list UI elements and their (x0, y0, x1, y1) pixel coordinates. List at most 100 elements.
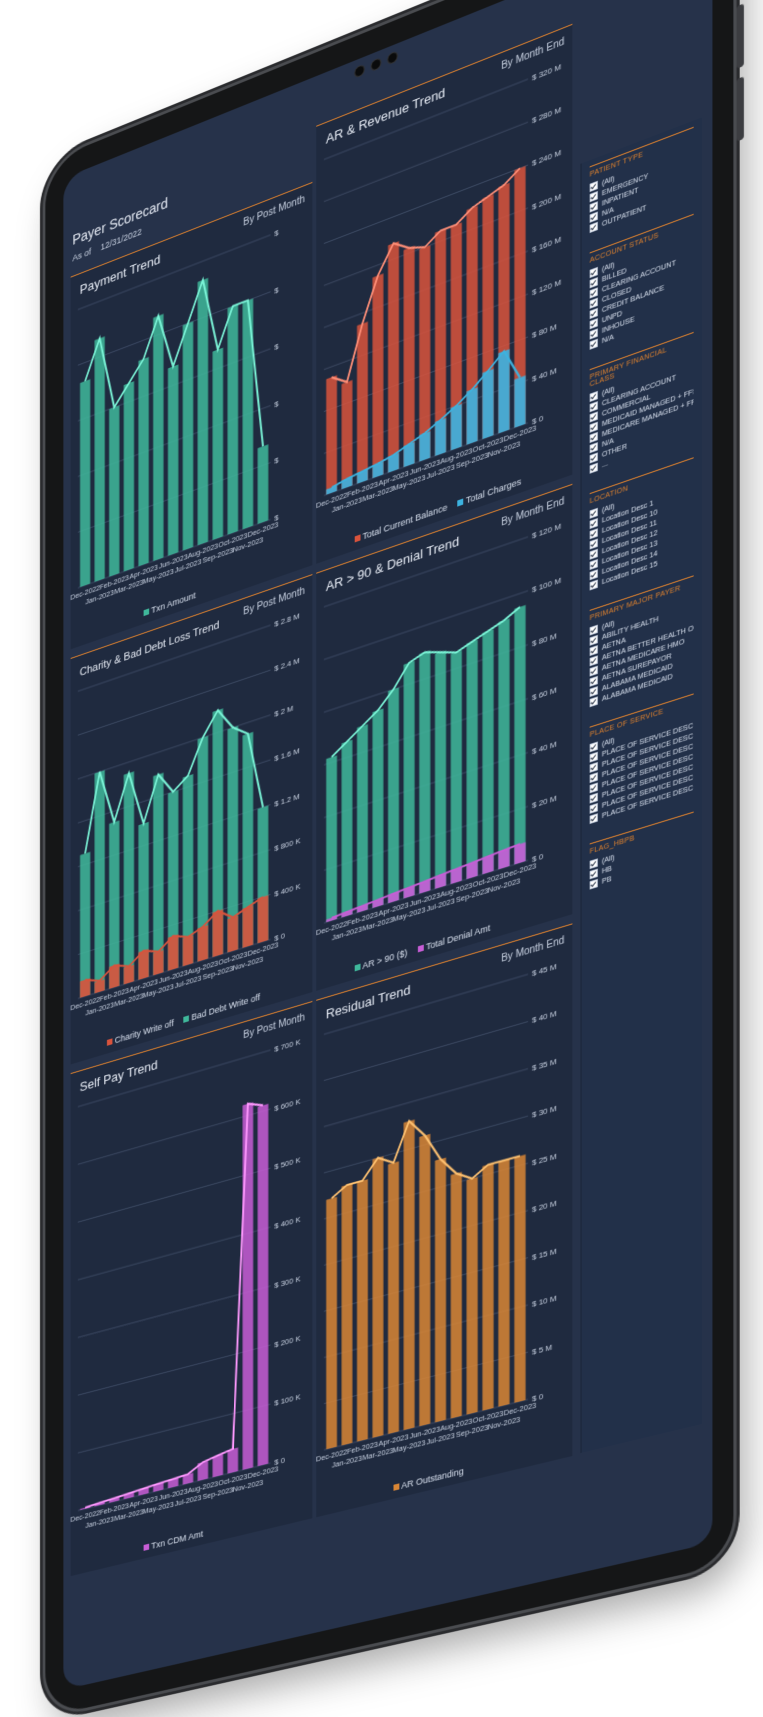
volume-button-2 (737, 76, 744, 141)
series-line (85, 1099, 263, 1507)
bar-ar-90- (467, 640, 478, 879)
gridline (78, 1345, 271, 1395)
bar-ar-90- (342, 740, 353, 918)
filter-group: PLACE OF SERVICE (All) PLACE OF SERVICE DE… (590, 693, 694, 825)
y-tick-label: $ 20 M (532, 1199, 557, 1215)
bar-charity-write-off (228, 916, 239, 953)
bar-txn-amount (153, 314, 163, 561)
legend-swatch (418, 945, 424, 953)
checkbox-icon[interactable] (590, 339, 598, 350)
bar-txn-amount (183, 321, 193, 550)
filter-group: PRIMARY FINANCIAL CLASS (All) CLEARING ACC… (590, 332, 694, 475)
gridline (324, 165, 528, 243)
y-tick-label: $ 10 M (532, 1293, 557, 1309)
bar-txn-amount (109, 405, 119, 576)
bar-txn-amount (213, 348, 223, 540)
filter-group: PATIENT TYPE (All) EMERGENCY INPATIENT N/A OU… (590, 127, 694, 234)
y-tick-label: $ 25 M (532, 1151, 557, 1167)
y-tick-label: $ (274, 456, 279, 467)
checkbox-icon[interactable] (590, 580, 598, 591)
gridline (78, 1109, 271, 1164)
bar-total-charges (514, 375, 525, 427)
bar-total-current-balance (388, 241, 399, 473)
y-tick-label: $ 700 K (274, 1037, 301, 1054)
legend-swatch (144, 1544, 150, 1551)
bar-ar-outstanding (482, 1163, 493, 1410)
filter-option-label: N/A (602, 333, 614, 345)
bar-total-charges (467, 387, 478, 444)
checkbox-icon[interactable] (590, 879, 598, 890)
checkbox-icon[interactable] (590, 813, 598, 824)
filter-group: FLAG_HBPB (All) HB PB (590, 812, 694, 891)
legend-swatch (144, 608, 150, 616)
selfpay-panel: Self Pay Trend By Post Month $ 0 $ 100 K $… (71, 1001, 313, 1576)
gridline (78, 1286, 271, 1337)
filter-sidebar: PATIENT TYPE (All) EMERGENCY INPATIENT N/A OU… (581, 117, 702, 1453)
gridline (78, 1404, 271, 1453)
bar-txn-amount (228, 304, 239, 535)
y-tick-label: $ 1.2 M (274, 791, 300, 808)
bar-ar-outstanding (373, 1156, 384, 1438)
charity-panel: Charity & Bad Debt Loss Trend By Post Mo… (71, 574, 313, 1064)
y-tick-label: $ 40 M (532, 739, 557, 756)
bar-ar-outstanding (419, 1134, 430, 1426)
bar-ar-90- (419, 650, 430, 893)
filter-group: ACCOUNT STATUS (All) BILLED CLEARING ACCOUN… (590, 214, 694, 351)
bar-ar-90- (451, 651, 462, 885)
bar-txn-amount (168, 365, 178, 556)
bar-txn-amount (80, 379, 90, 587)
bar-total-current-balance (326, 375, 337, 495)
gridline (324, 1022, 528, 1081)
bar-total-current-balance (357, 322, 368, 484)
y-tick-label: $ 200 M (532, 191, 561, 211)
y-tick-label: $ 2 M (274, 703, 293, 718)
legend-swatch (355, 964, 361, 972)
dashboard-screen: Payer Scorecard As of 12/31/2022 Payment… (63, 0, 712, 1690)
bar-total-charges (482, 369, 493, 439)
gridline (78, 670, 271, 735)
y-tick-label: $ 35 M (532, 1057, 557, 1073)
checkbox-icon[interactable] (590, 222, 598, 233)
bar-ar-outstanding (342, 1183, 353, 1445)
bar-bad-debt-write-off (124, 771, 134, 984)
y-tick-label: $ 400 K (274, 881, 301, 898)
tablet-device: Payer Scorecard As of 12/31/2022 Payment… (45, 0, 733, 1717)
y-tick-label: $ 280 M (532, 105, 561, 126)
bar-ar-outstanding (467, 1177, 478, 1415)
y-tick-label: $ (274, 342, 279, 353)
bar-txn-cdm-amt (258, 1104, 269, 1466)
y-tick-label: $ 120 M (532, 278, 561, 298)
legend-swatch (184, 1015, 190, 1023)
residual-panel: Residual Trend By Month End $ 0 $ 5 M $ 10… (316, 923, 572, 1517)
bar-total-charges (498, 349, 509, 433)
bar-charity-write-off (213, 909, 223, 957)
checkbox-icon[interactable] (590, 696, 598, 707)
bar-txn-amount (138, 357, 148, 566)
y-tick-label: $ 20 M (532, 793, 557, 810)
bar-charity-write-off (109, 964, 119, 989)
camera-array (355, 52, 397, 78)
filter-group: LOCATION (All) Location Desc 1 Location Des… (590, 457, 694, 591)
bar-txn-amount (124, 381, 134, 571)
ar-revenue-panel: AR & Revenue Trend By Month End $ 0 $ 40 … (316, 24, 572, 564)
checkbox-icon[interactable] (590, 463, 598, 474)
bar-ar-outstanding (404, 1120, 415, 1431)
bar-bad-debt-write-off (95, 770, 105, 993)
y-tick-label: $ 2.8 M (274, 611, 300, 629)
y-tick-label: $ 1.6 M (274, 746, 300, 763)
filter-option-label: PB (602, 875, 612, 885)
y-tick-label: $ 15 M (532, 1246, 557, 1262)
y-tick-label: $ 2.4 M (274, 656, 300, 674)
legend-swatch (107, 1038, 112, 1045)
bar-ar-outstanding (435, 1158, 446, 1423)
page: Payer Scorecard As of 12/31/2022 Payment… (0, 0, 763, 1670)
bar-total-current-balance (342, 380, 353, 489)
volume-button (737, 3, 744, 68)
bar-ar-90- (388, 687, 399, 903)
bar-ar-outstanding (326, 1197, 337, 1449)
bar-ar-outstanding (498, 1159, 509, 1407)
bar-ar-outstanding (514, 1154, 525, 1402)
bar-txn-cdm-amt (243, 1102, 254, 1470)
y-tick-label: $ 120 M (532, 521, 561, 540)
bar-bad-debt-write-off (153, 773, 163, 976)
